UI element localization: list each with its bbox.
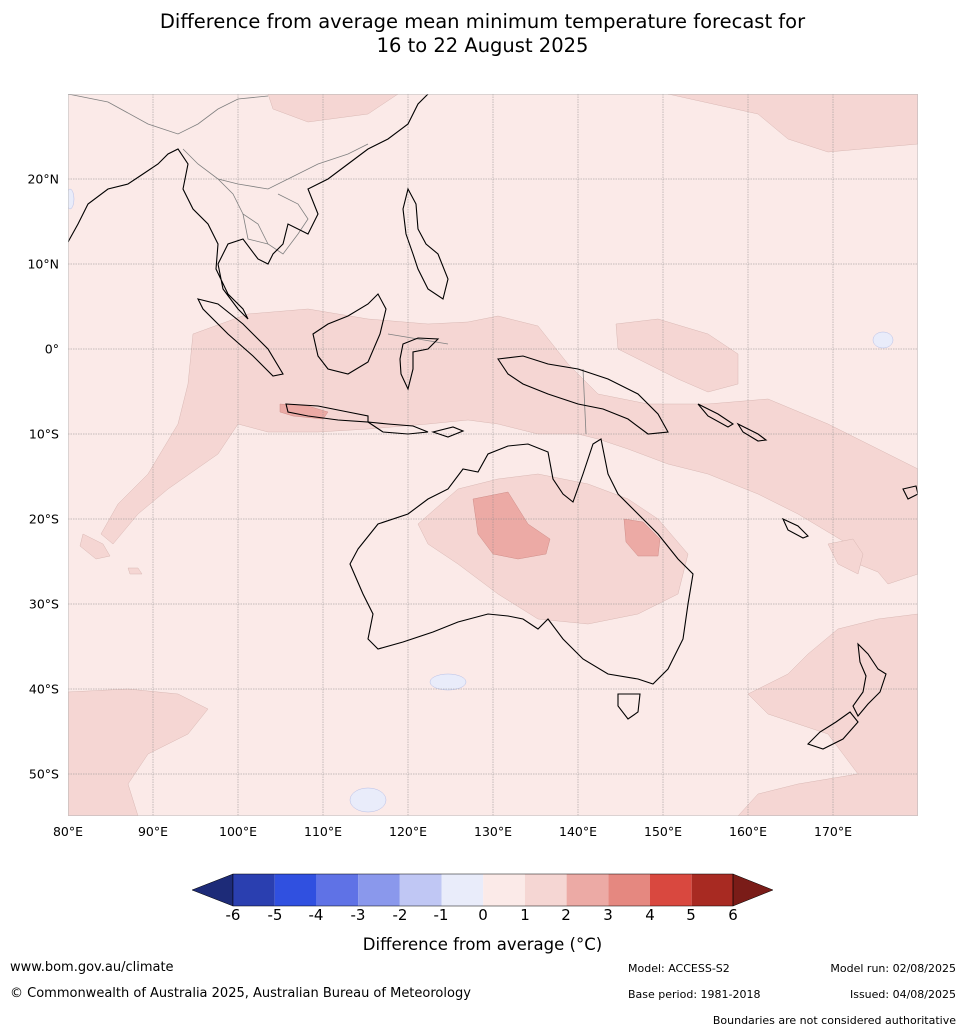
base-period-text: Base period: 1981-2018 <box>628 988 761 1001</box>
map-frame <box>68 94 918 816</box>
lon-label-150e: 150°E <box>643 824 683 839</box>
lat-label-20n: 20°N <box>27 171 59 187</box>
colorbar-bin <box>274 874 317 906</box>
website-link[interactable]: www.bom.gov.au/climate <box>10 960 174 975</box>
colorbar-tick: 0 <box>478 906 488 924</box>
lon-label-110e: 110°E <box>303 824 343 839</box>
colorbar-tick: -2 <box>392 906 408 924</box>
lon-label-90e: 90°E <box>137 824 169 839</box>
lat-label-30s: 30°S <box>28 596 59 612</box>
colorbar-tick: 2 <box>561 906 571 924</box>
lon-label-80e: 80°E <box>52 824 84 839</box>
colorbar-bin <box>316 874 359 906</box>
colorbar-bin <box>399 874 442 906</box>
colorbar-outline <box>232 873 734 907</box>
lon-label-130e: 130°E <box>473 824 513 839</box>
lon-label-100e: 100°E <box>218 824 258 839</box>
colorbar-tick: -4 <box>308 906 324 924</box>
colorbar-tick: -1 <box>433 906 449 924</box>
colorbar-bin <box>691 874 733 906</box>
lat-label-10s: 10°S <box>28 426 59 442</box>
lat-label-50s: 50°S <box>28 766 59 782</box>
country-borders <box>68 94 587 435</box>
colorbar-tick: 4 <box>645 906 655 924</box>
forecast-map <box>68 94 918 816</box>
lat-label-10n: 10°N <box>27 256 59 272</box>
colorbar-label: Difference from average (°C) <box>362 935 603 954</box>
lon-label-170e: 170°E <box>813 824 853 839</box>
model-text: Model: ACCESS-S2 <box>628 962 730 975</box>
disclaimer-text: Boundaries are not considered authoritat… <box>712 1014 956 1027</box>
colorbar-tick: -5 <box>267 906 283 924</box>
colorbar-tick: -6 <box>225 906 241 924</box>
colorbar-bin <box>650 874 692 906</box>
colorbar-extend-low <box>192 873 234 907</box>
lat-label-0: 0° <box>44 341 59 357</box>
lon-label-160e: 160°E <box>728 824 768 839</box>
lat-label-40s: 40°S <box>28 681 59 697</box>
colorbar-tick: -3 <box>350 906 366 924</box>
colorbar-tick: 3 <box>603 906 613 924</box>
map-title: Difference from average mean minimum tem… <box>0 10 965 58</box>
title-line-1: Difference from average mean minimum tem… <box>159 10 806 33</box>
colorbar-bin <box>233 874 275 906</box>
colorbar-extend-high <box>732 873 774 907</box>
anomaly-regions-negative <box>68 188 894 813</box>
issued-text: Issued: 04/08/2025 <box>849 988 956 1001</box>
colorbar <box>192 873 774 907</box>
colorbar-bin <box>524 874 567 906</box>
colorbar-bin <box>608 874 650 906</box>
lon-label-120e: 120°E <box>388 824 428 839</box>
colorbar-bin <box>441 874 484 906</box>
model-run-text: Model run: 02/08/2025 <box>830 962 956 975</box>
copyright-text: © Commonwealth of Australia 2025, Austra… <box>10 986 471 1001</box>
anomaly-regions-2-3 <box>279 403 661 560</box>
colorbar-bin <box>483 874 525 906</box>
colorbar-tick: 6 <box>728 906 738 924</box>
colorbar-bin <box>358 874 400 906</box>
colorbar-tick: 1 <box>520 906 530 924</box>
lat-label-20s: 20°S <box>28 511 59 527</box>
colorbar-tick: 5 <box>686 906 696 924</box>
title-line-2: 16 to 22 August 2025 <box>376 34 589 57</box>
colorbar-bin <box>566 874 609 906</box>
lon-label-140e: 140°E <box>558 824 598 839</box>
map-gridlines <box>68 94 918 816</box>
coastlines <box>68 94 918 750</box>
